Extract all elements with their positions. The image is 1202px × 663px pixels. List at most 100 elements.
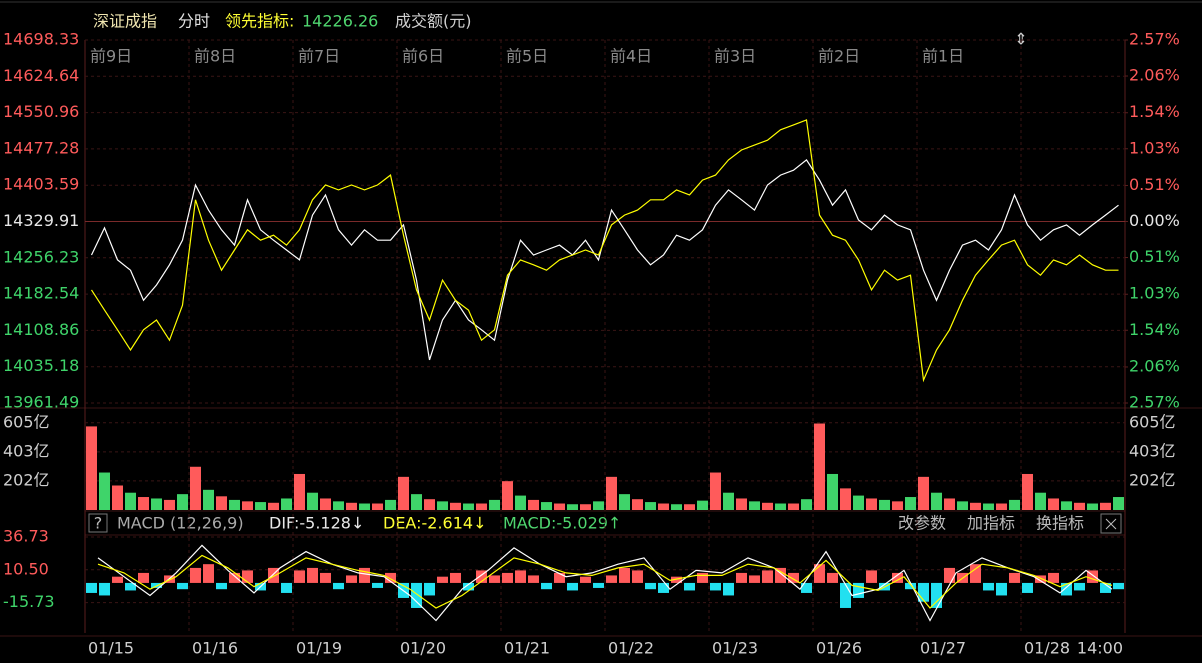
volume-bar (918, 476, 929, 510)
volume-bar (515, 495, 526, 510)
macd-bar (658, 582, 669, 593)
volume-bar (1022, 473, 1033, 510)
y-tick-label: 605亿 (3, 412, 50, 431)
button[interactable]: 改参数 (898, 514, 946, 533)
volume-bar (203, 489, 214, 510)
y-tick-label: 13961.49 (3, 393, 79, 412)
volume-bar (151, 498, 162, 510)
macd-bar (840, 582, 851, 608)
x-tick-label: 01/19 (296, 639, 342, 658)
y2-tick-label: 403亿 (1129, 441, 1176, 460)
volume-bar (450, 502, 461, 510)
macd-bar (411, 582, 422, 608)
macd-bar (606, 575, 617, 583)
macd-bar (359, 567, 370, 583)
button[interactable]: 换指标 (1036, 514, 1084, 533)
button[interactable]: 加指标 (967, 514, 1015, 533)
volume-bar (905, 497, 916, 510)
session-label: 前4日 (610, 47, 652, 66)
volume-bar (762, 502, 773, 510)
macd-bar (515, 570, 526, 583)
volume-bar (554, 503, 565, 510)
volume-bar (931, 492, 942, 510)
volume-bar (177, 494, 188, 510)
volume-bar (476, 503, 487, 510)
macd-bar (177, 582, 188, 590)
macd-bar (736, 572, 747, 583)
macd-bar (567, 582, 578, 591)
macd-bar (476, 570, 487, 583)
y-tick-label: 14403.59 (3, 175, 79, 194)
x-tick-label: 01/21 (504, 639, 550, 658)
macd-bar (645, 582, 656, 590)
macd-bar (229, 572, 240, 583)
volume-bar (983, 503, 994, 510)
session-label: 前2日 (818, 47, 860, 66)
y2-tick-label: 1.54% (1129, 102, 1180, 121)
macd-bar (541, 582, 552, 590)
macd-bar (463, 582, 474, 591)
volume-bar (1061, 501, 1072, 510)
volume-bar (736, 498, 747, 510)
volume-bar (307, 492, 318, 510)
volume-bar (892, 501, 903, 510)
macd-bar (827, 572, 838, 583)
volume-bar (840, 488, 851, 510)
macd-bar (528, 575, 539, 583)
mode[interactable]: 分时 (178, 12, 210, 31)
macd-bar (983, 582, 994, 591)
close-button[interactable] (1100, 513, 1122, 534)
macd-bar (307, 567, 318, 583)
macd-bar (320, 572, 331, 583)
macd-bar (242, 570, 253, 583)
x-tick-label: 01/27 (920, 639, 966, 658)
macd-bar (996, 582, 1007, 596)
volume-bar (112, 485, 123, 510)
x-tick-label: 01/26 (816, 639, 862, 658)
volume-bar (528, 499, 539, 510)
macd-line (97, 554, 1113, 609)
macd-bar (424, 582, 435, 596)
macd-bar (1009, 572, 1020, 583)
x-tick-label: 01/23 (712, 639, 758, 658)
macd-bar (931, 582, 942, 608)
volume-bar (970, 502, 981, 510)
help[interactable]: ? (94, 514, 103, 533)
volume-bar (593, 501, 604, 510)
macd-bar (788, 572, 799, 583)
volume-bar (255, 502, 266, 510)
macd-bar (723, 582, 734, 596)
volume-bar (775, 503, 786, 510)
price-line (90, 159, 1119, 361)
macd-name[interactable]: MACD (12,26,9) (117, 514, 244, 533)
session-label: 前9日 (90, 47, 132, 66)
y2-tick-label: 0.00% (1129, 211, 1180, 230)
macd-bar (593, 582, 604, 588)
volume-bar (281, 498, 292, 510)
volume-label: 成交额(元) (395, 12, 472, 31)
macd-bar (190, 567, 201, 583)
index-name: 深证成指 (93, 12, 157, 31)
volume-bar (632, 499, 643, 510)
y2-tick-label: 2.06% (1129, 66, 1180, 85)
macd-bar (216, 582, 227, 590)
volume-bar (164, 499, 175, 510)
macd-bar (684, 582, 695, 591)
time-label: 14:00 (1077, 639, 1123, 658)
volume-bar (125, 492, 136, 510)
close-icon[interactable] (1105, 518, 1117, 530)
volume-bar (1074, 502, 1085, 510)
macd-bar (450, 572, 461, 583)
resize-icon[interactable]: ⇕ (1014, 30, 1027, 49)
volume-bar (606, 476, 617, 510)
volume-bar (385, 499, 396, 510)
macd-bar (1087, 570, 1098, 583)
macd-bar (1022, 582, 1033, 593)
help-box[interactable] (88, 513, 108, 533)
volume-bar (814, 423, 825, 510)
volume-bar (567, 504, 578, 510)
volume-bar (879, 499, 890, 510)
macd-bar (333, 582, 344, 590)
indicator-value: 14226.26 (302, 12, 378, 31)
